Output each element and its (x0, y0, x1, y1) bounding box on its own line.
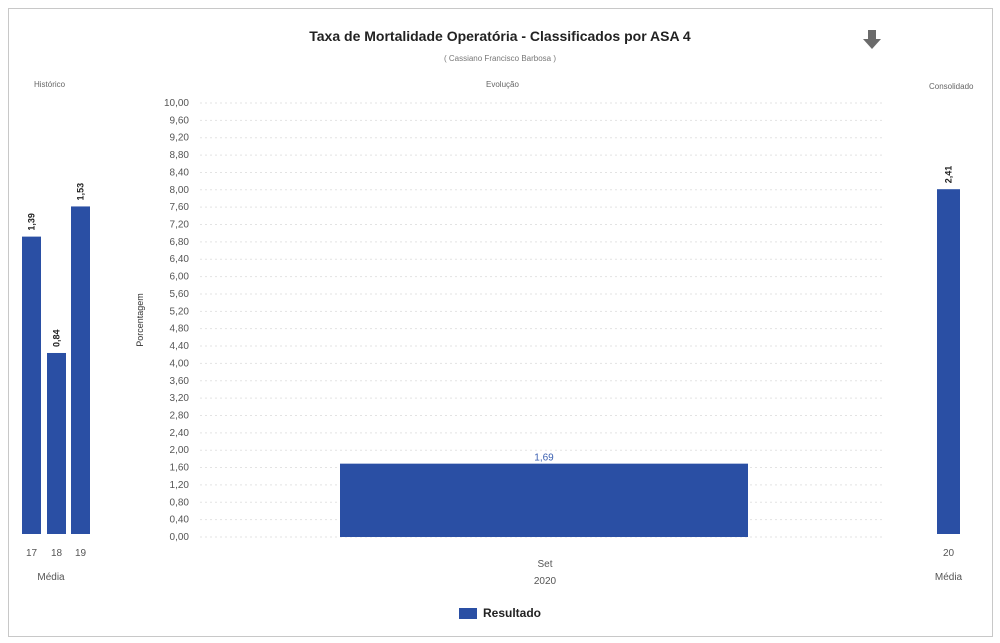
chart-title: Taxa de Mortalidade Operatória - Classif… (309, 28, 691, 44)
legend[interactable]: Resultado (0, 606, 1000, 620)
y-tick-label: 4,40 (170, 341, 190, 352)
historico-panel-label: Histórico (34, 80, 66, 89)
legend-label: Resultado (482, 606, 541, 620)
y-tick-label: 8,00 (170, 185, 190, 196)
y-tick-label: 8,80 (170, 150, 190, 161)
y-tick-label: 5,20 (170, 306, 190, 317)
bar-historico (22, 236, 41, 535)
x-group-label: 2020 (534, 576, 557, 587)
y-tick-label: 8,40 (170, 167, 190, 178)
y-tick-label: 6,00 (170, 272, 190, 283)
y-tick-label: 2,00 (170, 445, 190, 456)
y-tick-label: 2,80 (170, 410, 190, 421)
consolidado-panel-label: Consolidado (929, 82, 974, 91)
y-tick-label: 3,60 (170, 376, 190, 387)
x-axis-label: Média (935, 572, 963, 583)
y-tick-label: 0,40 (170, 515, 190, 526)
y-tick-label: 0,00 (170, 532, 190, 543)
y-tick-label: 4,80 (170, 324, 190, 335)
x-tick-label: 19 (75, 548, 87, 559)
x-tick-label: 17 (26, 548, 38, 559)
bar-evolucao-set (340, 463, 748, 537)
x-tick-label: 20 (943, 548, 955, 559)
x-axis-label: Média (37, 572, 65, 583)
data-label: 1,69 (534, 453, 554, 464)
chart-subtitle: ( Cassiano Francisco Barbosa ) (443, 54, 557, 63)
y-tick-label: 3,20 (170, 393, 190, 404)
legend-swatch (458, 607, 477, 619)
x-tick-label: 18 (51, 548, 63, 559)
y-tick-label: 6,80 (170, 237, 190, 248)
data-label: 1,39 (27, 213, 37, 231)
y-tick-label: 5,60 (170, 289, 190, 300)
y-tick-label: 2,40 (170, 428, 190, 439)
y-axis-label: Porcentagem (135, 293, 145, 347)
y-tick-label: 7,20 (170, 220, 190, 231)
data-label: 0,84 (52, 329, 62, 347)
bar-consolidado (937, 189, 960, 534)
y-tick-label: 9,20 (170, 133, 190, 144)
bar-historico (71, 206, 90, 534)
data-label: 2,41 (944, 166, 954, 184)
y-tick-label: 9,60 (170, 115, 190, 126)
y-tick-label: 7,60 (170, 202, 190, 213)
bar-historico (47, 352, 66, 534)
y-tick-label: 10,00 (164, 98, 189, 109)
data-label: 1,53 (76, 183, 86, 201)
download-arrow-icon[interactable] (863, 30, 881, 50)
evolucao-panel-label: Evolução (486, 80, 519, 89)
y-tick-label: 1,60 (170, 463, 190, 474)
y-tick-label: 4,00 (170, 358, 190, 369)
x-tick-label: Set (537, 559, 552, 570)
y-tick-label: 1,20 (170, 480, 190, 491)
y-tick-label: 6,40 (170, 254, 190, 265)
y-tick-label: 0,80 (170, 497, 190, 508)
